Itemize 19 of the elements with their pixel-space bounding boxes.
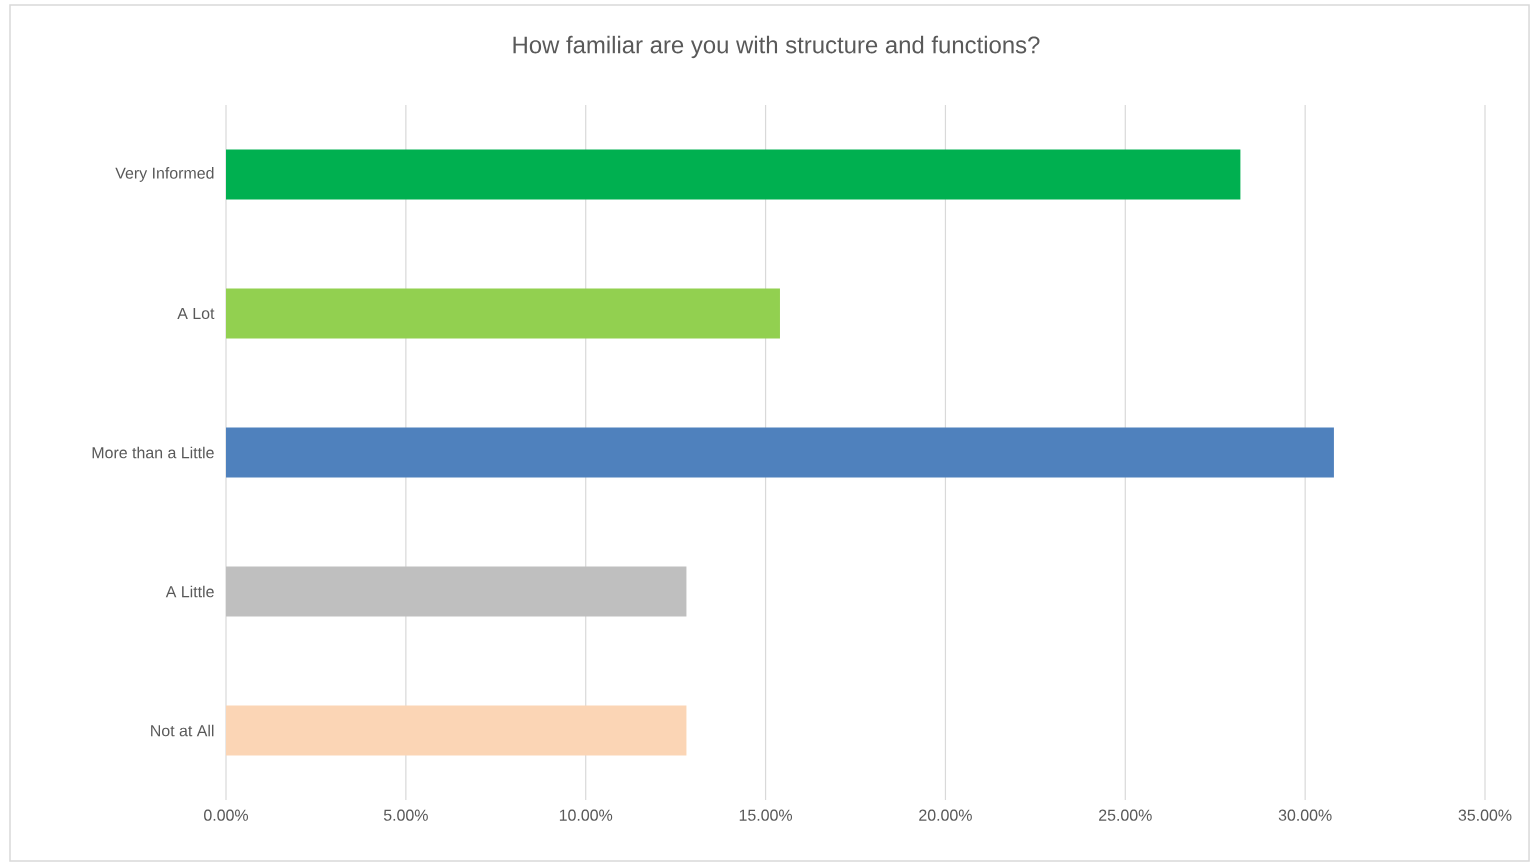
x-tick-label: 25.00% [1099,809,1152,821]
x-tick-label: 5.00% [383,809,428,821]
bar [226,566,687,617]
bar [226,427,1334,478]
y-tick-label: A Lot [177,307,215,320]
x-tick-label: 0.00% [204,809,249,821]
x-tick-label: 35.00% [1458,809,1512,821]
bar [226,288,780,339]
y-tick-label: A Little [165,585,214,598]
x-tick-label: 15.00% [739,809,793,821]
y-tick-label: Not at All [151,724,214,737]
bar [226,149,1241,200]
y-tick-label: More than a Little [92,446,214,459]
x-tick-label: 30.00% [1278,809,1332,821]
chart-title: How familiar are you with structure and functions? [513,35,1040,59]
x-tick-label: 20.00% [919,809,972,821]
x-tick-label: 10.00% [559,809,613,821]
y-tick-label: Very Informed [115,167,214,182]
bar [226,705,687,756]
